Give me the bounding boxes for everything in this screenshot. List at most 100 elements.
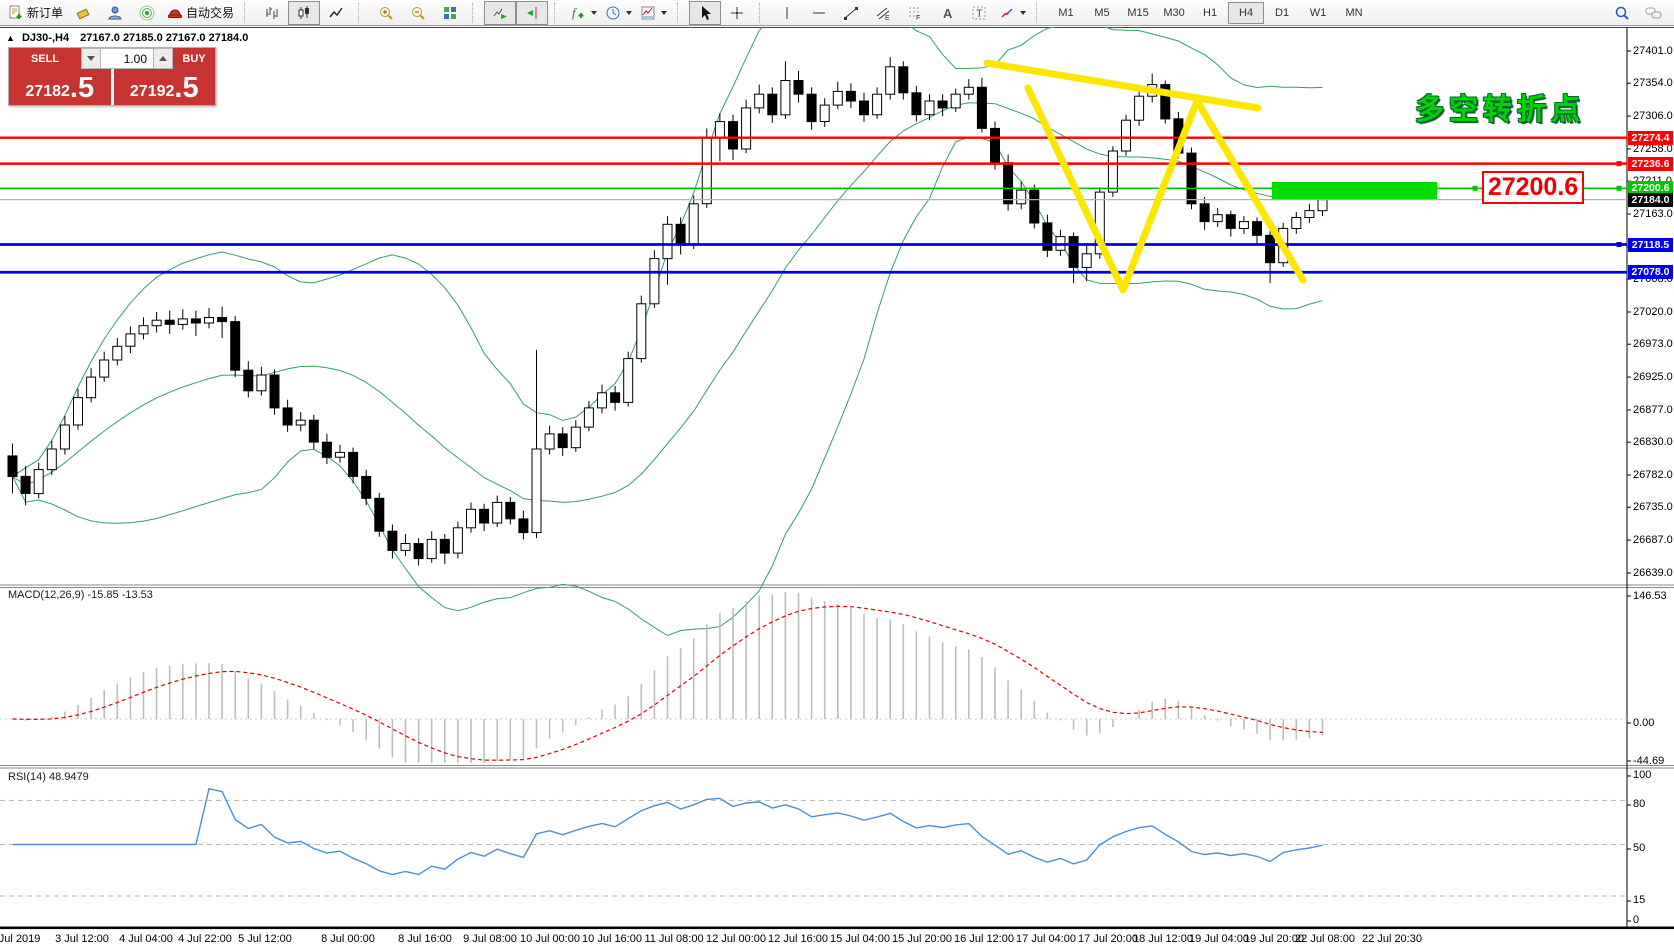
macd-axis-ticks — [1627, 595, 1631, 762]
templates-button[interactable] — [636, 1, 671, 25]
sell-button[interactable]: SELL — [9, 48, 81, 69]
bar-chart-button[interactable] — [256, 1, 288, 25]
signal-icon — [139, 5, 155, 21]
signals-button[interactable] — [131, 1, 163, 25]
svg-text:F: F — [916, 15, 920, 21]
yellow-annotations — [983, 59, 1307, 294]
new-order-button[interactable]: 新订单 — [4, 1, 67, 25]
indicators-button[interactable]: f — [566, 1, 601, 25]
toolbar: 新订单 自动交易 — [0, 0, 1674, 26]
zoom-out-button[interactable] — [402, 1, 434, 25]
dropdown-arrow-icon — [591, 10, 598, 15]
timeframe-button-m30[interactable]: M30 — [1163, 6, 1185, 19]
text-tool[interactable]: A — [931, 1, 963, 25]
auto-scroll-icon — [492, 5, 508, 21]
dropdown-arrow-icon — [626, 10, 633, 15]
timeframe-button-mn[interactable]: MN — [1345, 6, 1363, 19]
auto-scroll-button[interactable] — [484, 0, 517, 25]
collapse-trade-panel-icon[interactable]: ▲ — [6, 33, 15, 43]
svg-text:A: A — [943, 6, 953, 21]
search-icon — [1614, 5, 1630, 21]
svg-text:T: T — [976, 8, 983, 20]
timeframe-button-m1[interactable]: M1 — [1058, 6, 1074, 19]
new-order-label: 新订单 — [27, 6, 64, 20]
volume-input[interactable] — [101, 48, 153, 69]
bar-chart-icon — [264, 5, 280, 21]
text-label-tool[interactable]: T — [963, 1, 995, 25]
eraser-icon — [75, 5, 91, 21]
symbol-info: ▲ DJ30-,H4 27167.0 27185.0 27167.0 27184… — [6, 32, 248, 44]
toolbar-separator — [1036, 2, 1044, 23]
line-chart-button[interactable] — [320, 1, 352, 25]
auto-trading-button[interactable]: 自动交易 — [163, 1, 238, 25]
timeframe-button-h1[interactable]: H1 — [1203, 6, 1218, 19]
fibonacci-tool[interactable]: F — [899, 1, 931, 25]
trendline-tool[interactable] — [835, 1, 867, 25]
timeframe-button-m5[interactable]: M5 — [1094, 6, 1110, 19]
line-chart-icon — [328, 5, 344, 21]
toolbar-separator — [244, 2, 252, 23]
tile-windows-icon — [442, 5, 458, 21]
auto-trading-label: 自动交易 — [186, 6, 235, 20]
timeframe-button-m15[interactable]: M15 — [1127, 6, 1149, 19]
timeframe-button-d1[interactable]: D1 — [1275, 6, 1290, 19]
horizontal-lines — [0, 136, 1627, 274]
indicators-icon: f — [570, 5, 586, 21]
trade-panel-price-row: 27182.5 27192.5 — [9, 69, 215, 105]
symbol-ohlc: 27167.0 27185.0 27167.0 27184.0 — [80, 32, 249, 44]
toolbar-separator — [759, 2, 767, 23]
profile-icon — [107, 5, 123, 21]
macd-histogram — [24, 592, 1324, 763]
chart-shift-button[interactable] — [516, 0, 549, 25]
buy-button[interactable]: BUY — [173, 48, 215, 69]
toolbar-separator — [677, 2, 685, 23]
zoom-out-icon — [410, 5, 426, 21]
chart-canvas[interactable] — [0, 27, 1674, 949]
cursor-button[interactable] — [689, 0, 722, 25]
sell-price-main: 27182 — [25, 83, 70, 100]
chat-button[interactable] — [1638, 1, 1670, 25]
candlestick-chart-button[interactable] — [288, 0, 321, 25]
zoom-in-button[interactable] — [370, 1, 402, 25]
fibonacci-icon: F — [907, 5, 923, 21]
channel-icon: E — [875, 5, 891, 21]
pane-frames — [0, 27, 1674, 930]
template-icon — [640, 5, 656, 21]
rsi-axis-ticks — [1627, 775, 1631, 922]
timeframe-button-w1[interactable]: W1 — [1309, 6, 1327, 19]
text-label-icon: T — [971, 5, 987, 21]
rsi-line — [12, 787, 1323, 876]
arrows-tool[interactable] — [995, 1, 1030, 25]
horizontal-line-tool[interactable] — [803, 1, 835, 25]
crosshair-icon — [729, 5, 745, 21]
symbol-name: DJ30-,H4 — [21, 32, 70, 44]
buy-price-button[interactable]: 27192.5 — [113, 69, 215, 105]
svg-text:f: f — [572, 5, 578, 20]
spinner-up-icon — [159, 56, 167, 61]
periods-button[interactable] — [601, 1, 636, 25]
sell-price-button[interactable]: 27182.5 — [9, 69, 111, 105]
one-click-trade-panel: SELL BUY 27182.5 27192.5 — [8, 47, 216, 106]
arrows-icon — [999, 5, 1015, 21]
macd-signal-line — [12, 605, 1323, 761]
svg-text:E: E — [885, 15, 890, 21]
rsi-level-lines — [0, 799, 1627, 897]
volume-increase-button[interactable] — [153, 48, 173, 69]
sell-price-frac: .5 — [69, 72, 95, 104]
buy-price-frac: .5 — [174, 72, 199, 104]
chart-shift-icon — [524, 5, 540, 21]
market-watch-button[interactable] — [67, 1, 99, 25]
chat-icon — [1645, 5, 1663, 21]
channel-tool[interactable]: E — [867, 1, 899, 25]
tile-windows-button[interactable] — [434, 1, 466, 25]
volume-decrease-button[interactable] — [81, 48, 101, 69]
timeframe-button-h4[interactable]: H4 — [1228, 1, 1265, 24]
search-button[interactable] — [1606, 1, 1638, 25]
vertical-line-tool[interactable] — [771, 1, 803, 25]
accounts-button[interactable] — [99, 1, 131, 25]
horizontal-line-icon — [811, 5, 827, 21]
crosshair-button[interactable] — [721, 1, 753, 25]
dropdown-arrow-icon — [1020, 10, 1027, 15]
timeframe-group: M1 M5 M15 M30 H1 H4 D1 W1 MN — [1048, 1, 1372, 24]
